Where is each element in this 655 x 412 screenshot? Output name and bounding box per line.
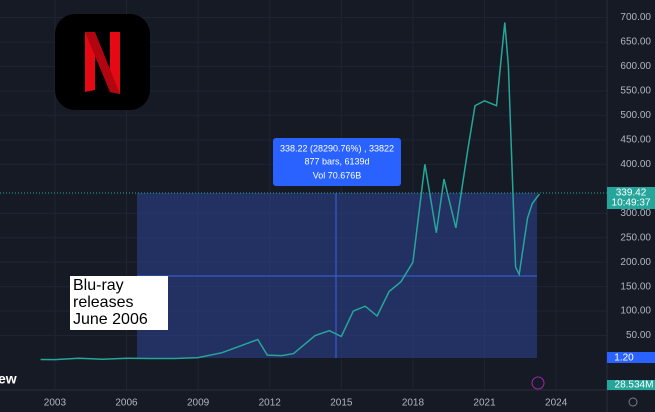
y-tick-label: 100.00	[620, 306, 651, 317]
y-tick-label: 450.00	[620, 135, 651, 146]
x-tick-label: 2018	[402, 398, 425, 409]
x-tick-label: 2012	[259, 398, 282, 409]
measure-label-box	[273, 138, 401, 186]
price-line	[40, 22, 541, 361]
logo-text: ew	[0, 371, 17, 387]
y-tick-label: 500.00	[620, 110, 651, 121]
measure-text: 877 bars, 6139d	[304, 156, 369, 166]
annotation-text: June 2006	[73, 311, 148, 328]
x-tick-label: 2015	[330, 398, 353, 409]
y-tick-label: 200.00	[620, 257, 651, 268]
price-tag	[607, 187, 655, 209]
volume-tag	[607, 380, 655, 390]
price-tag-time: 10:49:37	[612, 198, 651, 209]
x-tick-label: 2021	[473, 398, 496, 409]
y-tick-label: 400.00	[620, 159, 651, 170]
volume-tag-text: 28.534M	[615, 380, 654, 391]
annotation-text: releases	[73, 294, 133, 311]
annotation-box	[70, 276, 168, 330]
x-tick-label: 2006	[115, 398, 138, 409]
y-tick-label: 250.00	[620, 232, 651, 243]
measure-text: Vol 70.676B	[313, 170, 362, 180]
y-tick-label: 700.00	[620, 12, 651, 23]
settings-icon[interactable]	[628, 397, 638, 407]
netflix-logo	[55, 14, 150, 110]
x-tick-label: 2009	[187, 398, 210, 409]
y-tick-label: 300.00	[620, 208, 651, 219]
plot	[40, 22, 541, 361]
annotation-text: Blu-ray	[73, 277, 124, 294]
price-tag-text: 339.42	[616, 188, 647, 199]
start-tag	[607, 352, 655, 363]
y-tick-label: 650.00	[620, 37, 651, 48]
x-tick-label: 2003	[44, 398, 67, 409]
y-tick-label: 150.00	[620, 281, 651, 292]
y-tick-label: 600.00	[620, 61, 651, 72]
y-tick-label: 50.00	[626, 330, 651, 341]
x-tick-label: 2024	[545, 398, 568, 409]
start-tag-text: 1.20	[614, 353, 634, 364]
measure-text: 338.22 (28290.76%) , 33822	[280, 143, 394, 153]
y-tick-label: 550.00	[620, 86, 651, 97]
event-icon	[531, 376, 545, 390]
